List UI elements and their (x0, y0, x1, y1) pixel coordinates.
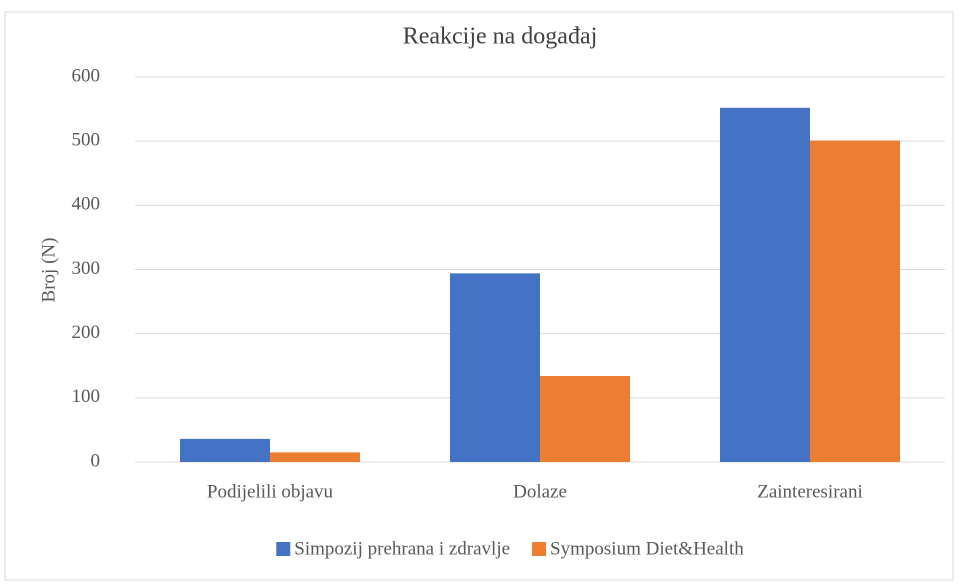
y-tick-label: 300 (72, 258, 101, 279)
legend-swatch (532, 542, 547, 556)
y-tick-label: 500 (72, 130, 101, 151)
bar (270, 452, 360, 462)
legend-label: Simpozij prehrana i zdravlje (294, 538, 510, 559)
x-tick-label: Podijelili objavu (207, 481, 334, 502)
y-tick-label: 400 (72, 194, 101, 215)
y-tick-label: 200 (72, 322, 101, 343)
y-tick-label: 0 (91, 450, 101, 471)
chart-title: Reakcije na događaj (403, 24, 598, 50)
y-tick-label: 100 (72, 386, 101, 407)
legend-swatch (276, 542, 291, 556)
legend-label: Symposium Diet&Health (550, 538, 744, 559)
x-tick-label: Zainteresirani (757, 481, 863, 502)
bar (540, 376, 630, 462)
bar (810, 140, 900, 462)
bar (720, 107, 810, 463)
bar (180, 438, 270, 462)
y-tick-label: 600 (72, 65, 101, 86)
y-axis-label: Broj (N) (38, 238, 59, 303)
x-tick-label: Dolaze (513, 481, 567, 502)
bar (450, 273, 540, 462)
